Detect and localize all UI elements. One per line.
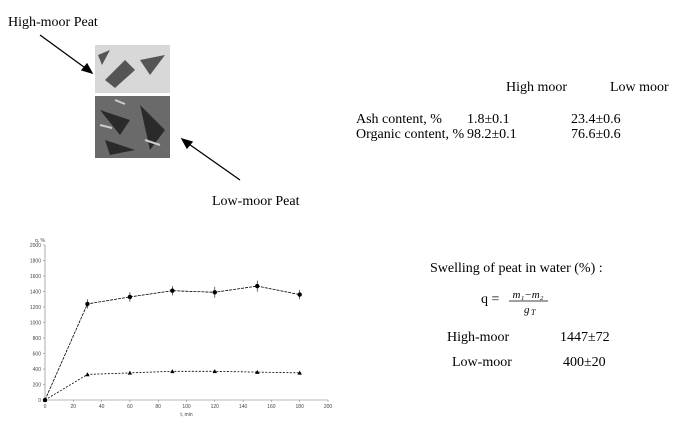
swelling-cell: Low-moor <box>452 355 512 370</box>
y-tick-label: 1000 <box>30 320 41 326</box>
y-tick-label: 1600 <box>30 274 41 280</box>
marker <box>42 397 48 402</box>
x-tick-label: 100 <box>182 404 191 410</box>
high-moor-photo-texture <box>98 50 165 88</box>
x-tick-label: 140 <box>239 404 248 410</box>
peat-photos <box>95 45 170 158</box>
x-axis-label: t, min <box>180 412 192 418</box>
label: High-moor Peat <box>8 15 98 30</box>
swelling-cell: 400±20 <box>563 355 606 370</box>
y-tick-label: 1400 <box>30 289 41 295</box>
table-cell: 23.4±0.6 <box>571 112 621 127</box>
swelling-title: Swelling of peat in water (%) : <box>430 261 603 276</box>
low-moor-photo-light <box>99 99 161 146</box>
y-tick-label: 600 <box>33 351 42 357</box>
marker <box>170 288 175 293</box>
table-cell: 76.6±0.6 <box>571 127 621 142</box>
x-tick-label: 20 <box>71 404 77 410</box>
y-axis-label: q, % <box>35 238 46 244</box>
marker <box>212 369 217 374</box>
formula-denominator: g <box>524 304 530 316</box>
x-tick-label: 60 <box>127 404 133 410</box>
x-tick-label: 160 <box>267 404 276 410</box>
marker <box>170 369 175 374</box>
formula-denominator-sub: T <box>531 308 536 317</box>
y-tick-label: 400 <box>33 367 42 373</box>
swelling-cell: High-moor <box>447 330 510 345</box>
y-tick-label: 0 <box>38 398 41 404</box>
table-cell: Ash content, % <box>356 112 442 127</box>
arrow-head <box>180 137 194 150</box>
table-cell: 1.8±0.1 <box>467 112 510 127</box>
formula-lhs: q = <box>481 292 500 307</box>
marker <box>127 294 133 300</box>
table-header: Low moor <box>610 80 669 95</box>
y-tick-label: 1200 <box>30 305 41 311</box>
table-cell: Organic content, % <box>356 127 465 142</box>
series-line <box>44 285 300 401</box>
x-tick-label: 120 <box>211 404 220 410</box>
y-tick-label: 2000 <box>30 243 41 249</box>
y-tick-label: 1800 <box>30 258 41 264</box>
x-tick-label: 80 <box>155 404 161 410</box>
marker <box>85 301 90 307</box>
table-header: High moor <box>506 80 567 95</box>
series-line <box>44 370 300 401</box>
x-tick-label: 40 <box>99 404 105 410</box>
y-tick-label: 800 <box>33 336 42 342</box>
table-cell: 98.2±0.1 <box>467 127 517 142</box>
y-tick-label: 200 <box>33 382 42 388</box>
chart: 0 200 400 600 800 1000 1200 1400 1600 1800 2000 0 20… <box>30 238 333 418</box>
marker <box>255 283 260 289</box>
marker <box>127 370 133 375</box>
marker <box>255 369 260 374</box>
label: Low-moor Peat <box>212 194 300 209</box>
low-moor-photo-texture <box>100 105 165 155</box>
marker <box>297 292 302 297</box>
formula-numerator: m₁−m₂ <box>513 289 544 301</box>
swelling-cell: 1447±72 <box>560 330 610 345</box>
marker <box>212 290 217 295</box>
arrow-head <box>80 62 94 75</box>
x-tick-label: 200 <box>324 404 333 410</box>
marker <box>297 370 302 375</box>
marker <box>85 372 90 377</box>
x-tick-label: 0 <box>44 404 47 410</box>
arrow <box>39 34 89 71</box>
x-tick-label: 180 <box>296 404 305 410</box>
arrow <box>185 141 241 181</box>
arrows <box>39 34 241 181</box>
